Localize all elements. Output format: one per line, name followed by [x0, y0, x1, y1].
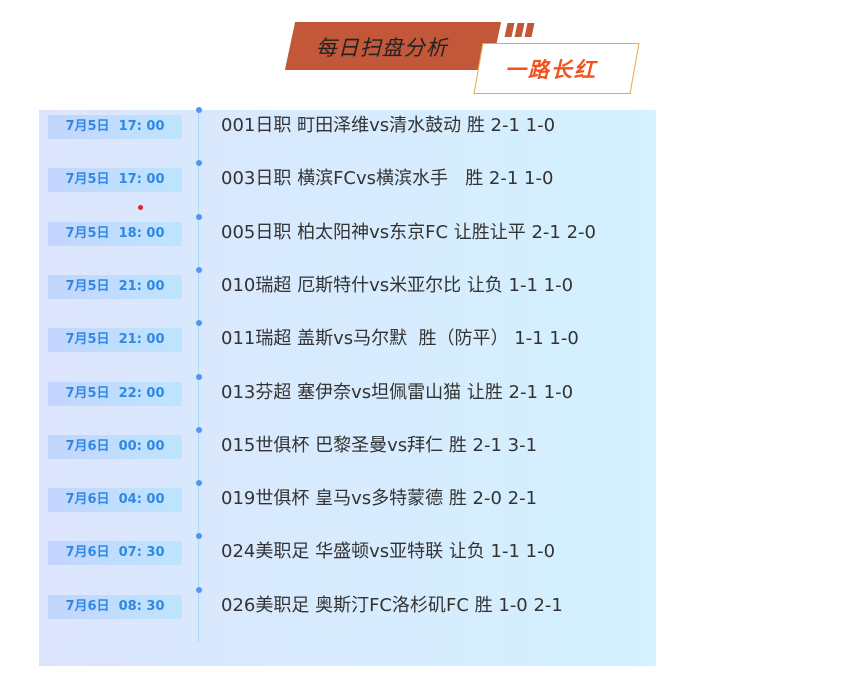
match-row: 7月6日 08: 30 026美职足 奥斯汀FC洛杉矶FC 胜 1-0 2-1 — [0, 586, 700, 621]
match-time: 7月5日 22: 00 — [48, 381, 182, 406]
match-text: 005日职 柏太阳神vs东京FC 让胜让平 2-1 2-0 — [221, 221, 596, 243]
match-row: 7月6日 00: 00 015世俱杯 巴黎圣曼vs拜仁 胜 2-1 3-1 — [0, 426, 700, 461]
match-row: 7月5日 18: 00 005日职 柏太阳神vs东京FC 让胜让平 2-1 2-… — [0, 213, 700, 248]
match-text: 019世俱杯 皇马vs多特蒙德 胜 2-0 2-1 — [221, 488, 538, 510]
timeline-dot — [196, 213, 202, 220]
timeline-dot — [196, 480, 202, 487]
match-row: 7月5日 17: 00 001日职 町田泽维vs清水鼓动 胜 2-1 1-0 — [0, 107, 700, 141]
match-time: 7月6日 04: 00 — [48, 488, 182, 513]
match-time: 7月5日 21: 00 — [48, 328, 182, 353]
match-text: 024美职足 华盛顿vs亚特联 让负 1-1 1-0 — [221, 541, 556, 563]
timeline-dot — [196, 586, 202, 593]
match-time: 7月6日 00: 00 — [48, 434, 182, 459]
match-time: 7月6日 07: 30 — [48, 541, 182, 566]
match-text: 015世俱杯 巴黎圣曼vs拜仁 胜 2-1 3-1 — [221, 434, 538, 456]
title-banner: 每日扫盘分析 — [284, 22, 502, 70]
match-text: 010瑞超 厄斯特什vs米亚尔比 让负 1-1 1-0 — [221, 274, 574, 296]
match-time: 7月6日 08: 30 — [48, 594, 182, 619]
timeline-dot — [196, 533, 202, 540]
timeline-dot — [196, 266, 202, 273]
match-row: 7月5日 22: 00 013芬超 塞伊奈vs坦佩雷山猫 让胜 2-1 1-0 — [0, 373, 700, 408]
title: 每日扫盘分析 — [315, 36, 448, 60]
match-text: 011瑞超 盖斯vs马尔默 胜（防平） 1-1 1-0 — [221, 328, 579, 350]
match-time: 7月5日 21: 00 — [48, 274, 182, 299]
subtitle: 一路长红 — [504, 58, 597, 82]
match-time: 7月5日 17: 00 — [48, 168, 182, 193]
match-time: 7月5日 18: 00 — [48, 221, 182, 246]
timeline-dot — [196, 320, 202, 327]
match-row: 7月6日 04: 00 019世俱杯 皇马vs多特蒙德 胜 2-0 2-1 — [0, 480, 700, 514]
timeline-dot — [196, 373, 202, 380]
red-dot — [138, 205, 143, 210]
timeline-dot — [196, 426, 202, 433]
decorative-stripes — [504, 22, 536, 41]
match-row: 7月5日 21: 00 010瑞超 厄斯特什vs米亚尔比 让负 1-1 1-0 — [0, 266, 700, 301]
match-time: 7月5日 17: 00 — [48, 115, 182, 139]
timeline-dot — [196, 107, 202, 113]
timeline-dot — [196, 160, 202, 167]
match-text: 001日职 町田泽维vs清水鼓动 胜 2-1 1-0 — [221, 115, 556, 136]
match-text: 026美职足 奥斯汀FC洛杉矶FC 胜 1-0 2-1 — [221, 594, 563, 616]
match-text: 003日职 横滨FCvs横滨水手 胜 2-1 1-0 — [221, 168, 554, 190]
match-row: 7月5日 21: 00 011瑞超 盖斯vs马尔默 胜（防平） 1-1 1-0 — [0, 320, 700, 354]
match-row: 7月5日 17: 00 003日职 横滨FCvs横滨水手 胜 2-1 1-0 — [0, 160, 700, 194]
subtitle-banner: 一路长红 — [473, 43, 640, 94]
match-text: 013芬超 塞伊奈vs坦佩雷山猫 让胜 2-1 1-0 — [221, 381, 574, 403]
match-row: 7月6日 07: 30 024美职足 华盛顿vs亚特联 让负 1-1 1-0 — [0, 533, 700, 567]
